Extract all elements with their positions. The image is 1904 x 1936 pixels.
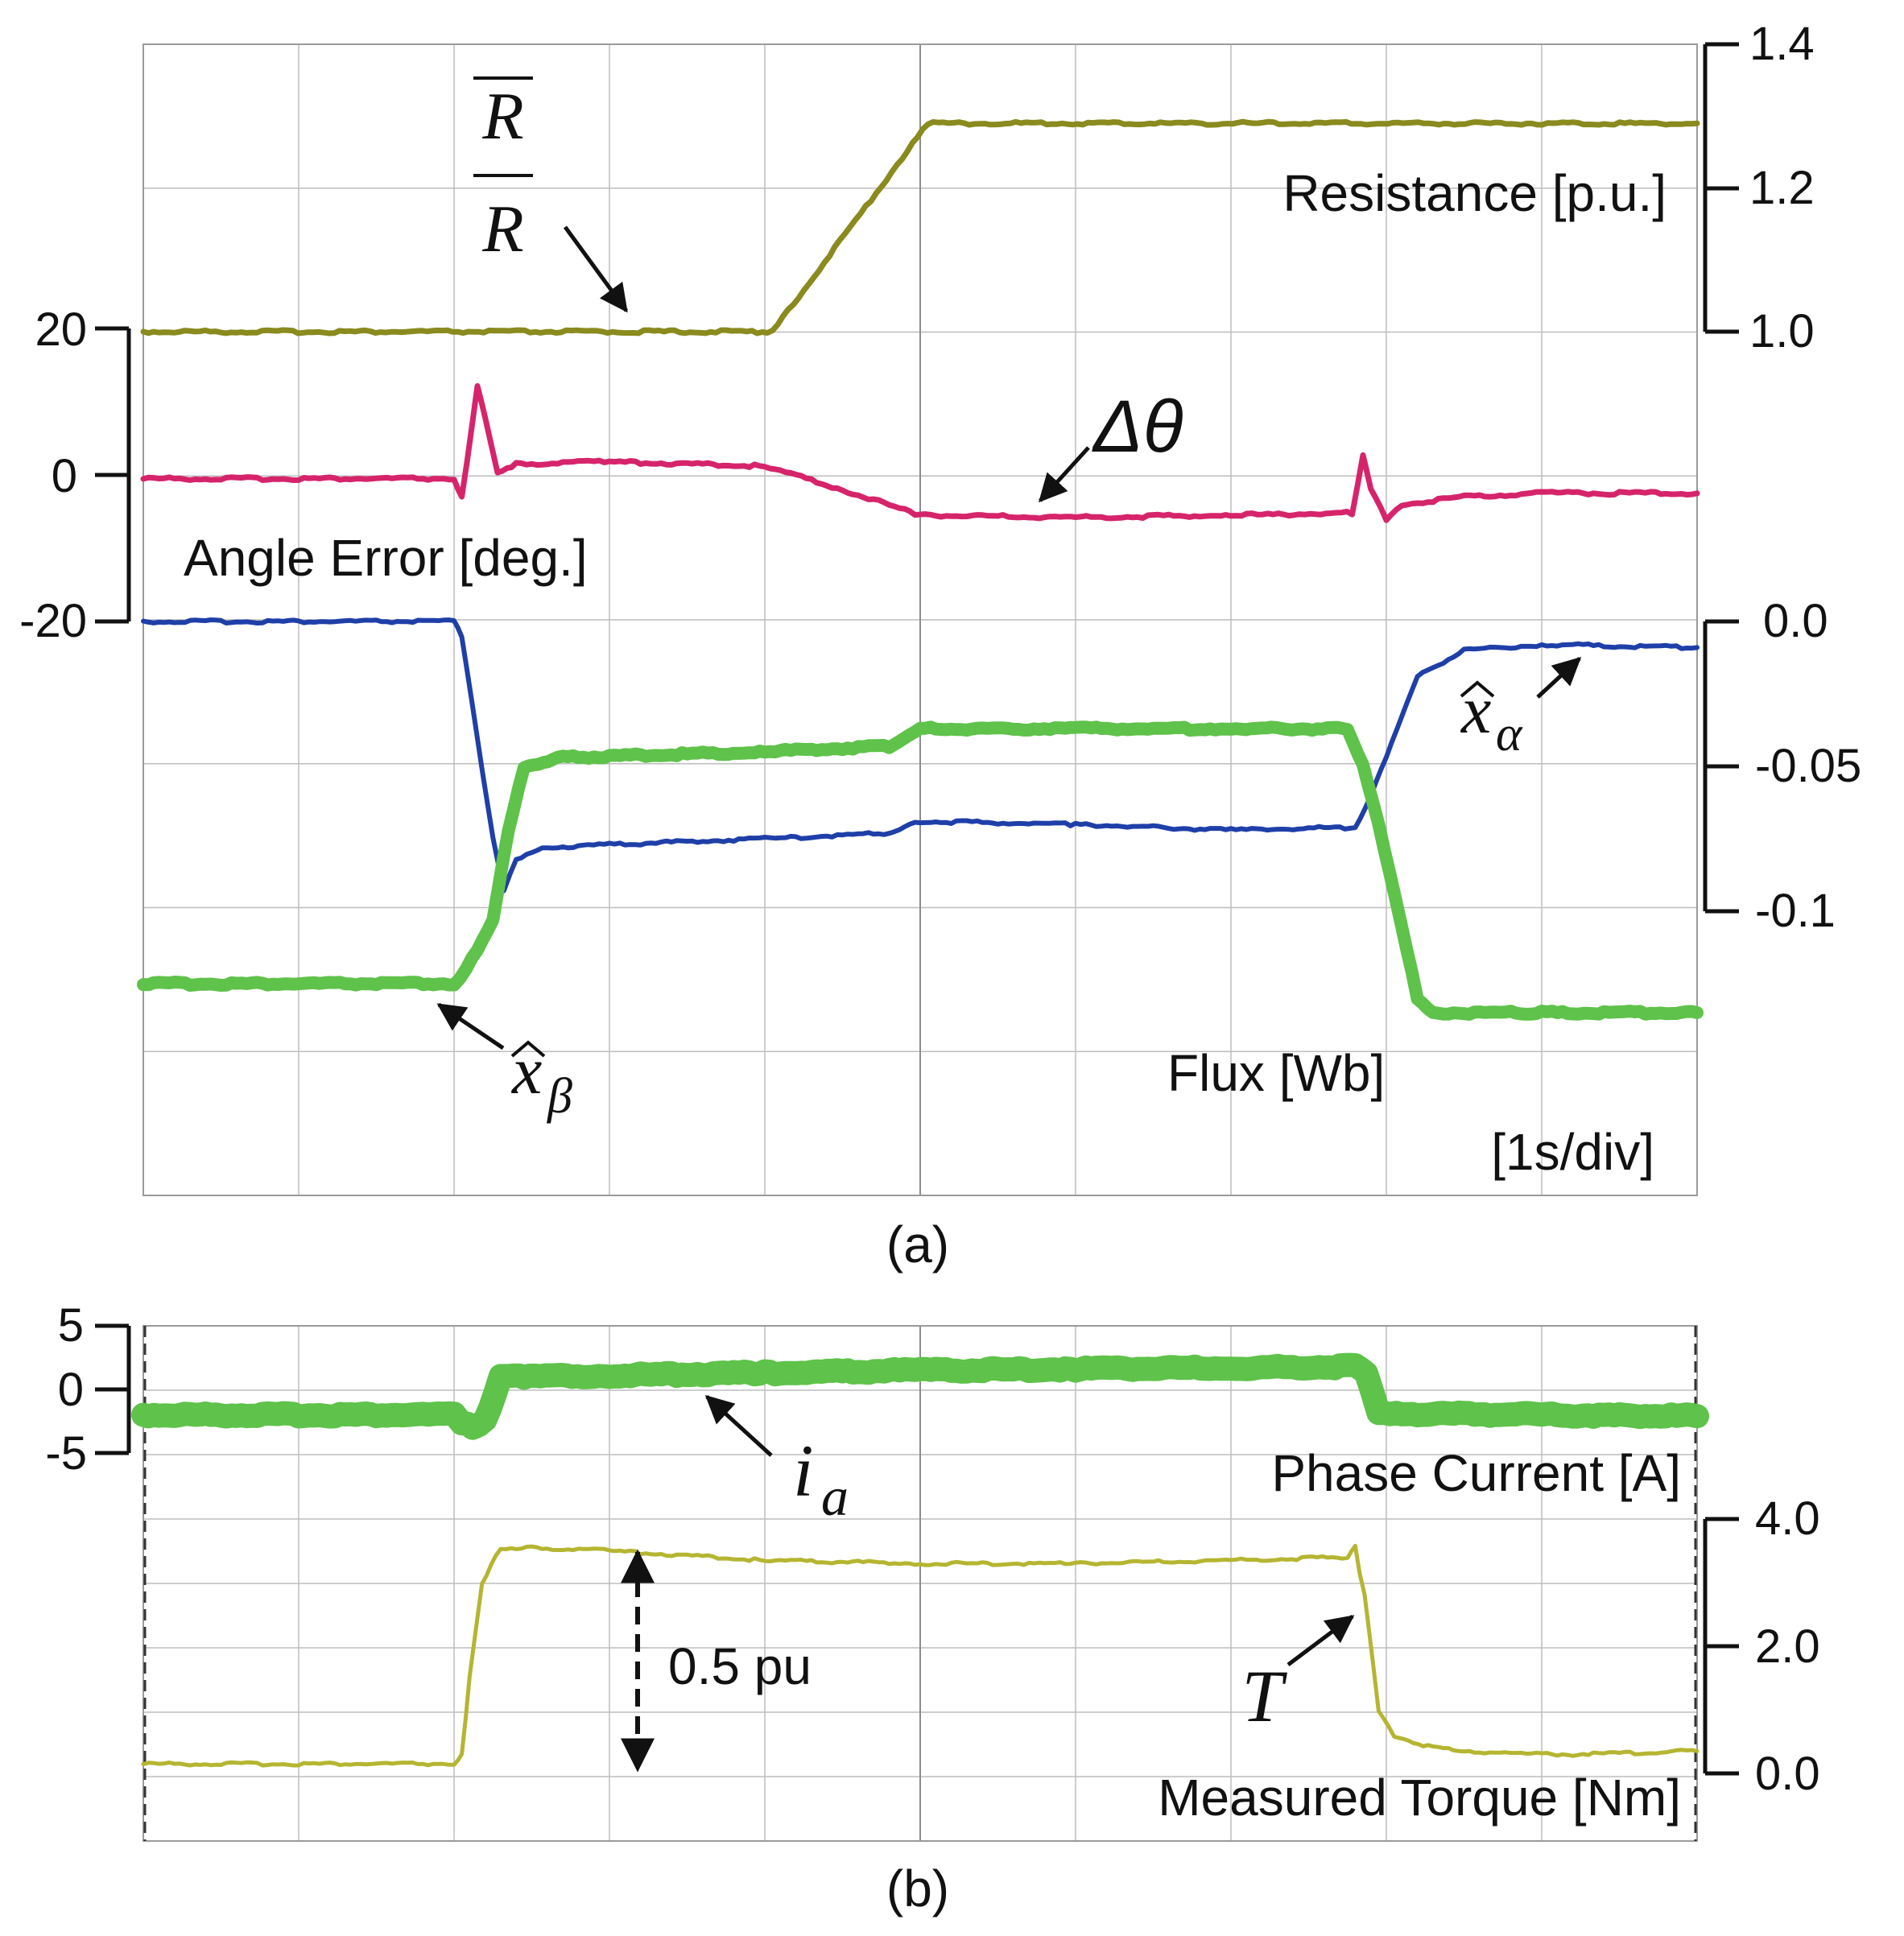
x-beta-arrow — [436, 1002, 505, 1051]
current-axis — [95, 1323, 131, 1455]
series-resistance — [140, 118, 1700, 336]
delta-theta-arrow — [1039, 446, 1090, 503]
ia-arrow — [704, 1395, 773, 1457]
ia-label: i a — [793, 1430, 849, 1527]
x-beta-label: x β — [510, 1034, 572, 1124]
angle-error-axis — [95, 326, 131, 624]
torque-arrow — [1287, 1615, 1355, 1666]
series-x-alpha — [141, 617, 1700, 894]
flux-axis-label: Flux [Wb] — [1167, 1044, 1385, 1102]
x-alpha-arrow — [1536, 657, 1582, 699]
panel-b-frame — [142, 1325, 1698, 1842]
current-tick-0: 0 — [58, 1364, 84, 1416]
delta-theta-symbol: Δθ — [1092, 386, 1183, 468]
pu-annotation: 0.5 pu — [668, 1637, 812, 1695]
angle-tick-20: 20 — [35, 303, 87, 356]
ia-base: i — [793, 1430, 814, 1512]
current-axis-label: Phase Current [A] — [1271, 1444, 1681, 1502]
panel-b-grid — [143, 1326, 1697, 1841]
r-bar-symbol: R — [481, 79, 523, 154]
flux-axis — [1703, 619, 1739, 914]
ia-subscript: a — [821, 1466, 849, 1527]
resistance-tick-1.0: 1.0 — [1749, 305, 1815, 357]
panel-b-caption: (b) — [886, 1860, 949, 1917]
torque-symbol: T — [1241, 1655, 1287, 1737]
current-tick-minus-5: -5 — [45, 1427, 87, 1480]
resistance-tick-1.2: 1.2 — [1749, 162, 1815, 214]
x-beta-hat — [510, 1040, 546, 1058]
series-angle-error — [140, 383, 1700, 523]
resistance-arrow — [563, 225, 629, 313]
series-x-beta — [137, 720, 1704, 1021]
panel-b-oscilloscope: 5 0 -5 4.0 2.0 0.0 Phase Current [A] Mea… — [45, 1299, 1819, 1917]
resistance-axis — [1703, 42, 1739, 334]
current-tick-5: 5 — [58, 1299, 84, 1352]
panel-a-caption: (a) — [886, 1216, 949, 1273]
resistance-tick-1.4: 1.4 — [1749, 18, 1815, 70]
x-beta-subscript: β — [547, 1069, 572, 1124]
panel-a-series — [137, 118, 1704, 1021]
flux-tick-0.0: 0.0 — [1763, 595, 1828, 647]
torque-tick-4.0: 4.0 — [1755, 1492, 1820, 1545]
x-alpha-hat — [1460, 680, 1495, 698]
torque-axis — [1703, 1517, 1739, 1776]
r-nominal-symbol: R — [481, 192, 523, 266]
angle-error-axis-label: Angle Error [deg.] — [184, 529, 588, 587]
series-phase-current — [131, 1352, 1709, 1440]
flux-tick-minus-0.1: -0.1 — [1755, 885, 1836, 937]
torque-tick-2.0: 2.0 — [1755, 1620, 1820, 1673]
flux-tick-minus-0.05: -0.05 — [1755, 740, 1861, 792]
angle-tick-0: 0 — [52, 450, 77, 502]
x-alpha-label: x α — [1460, 673, 1523, 762]
time-scale-label: [1s/div] — [1491, 1123, 1654, 1181]
panel-a-oscilloscope: 1.4 1.2 1.0 20 0 -20 0.0 -0.05 -0.1 Resi… — [19, 18, 1861, 1273]
torque-axis-label: Measured Torque [Nm] — [1158, 1769, 1681, 1827]
x-alpha-subscript: α — [1496, 707, 1523, 762]
angle-tick-minus-20: -20 — [19, 595, 87, 647]
series-torque — [141, 1543, 1700, 1768]
panel-b-series — [131, 1352, 1709, 1768]
resistance-axis-label: Resistance [p.u.] — [1282, 164, 1667, 222]
torque-tick-0.0: 0.0 — [1755, 1748, 1820, 1800]
